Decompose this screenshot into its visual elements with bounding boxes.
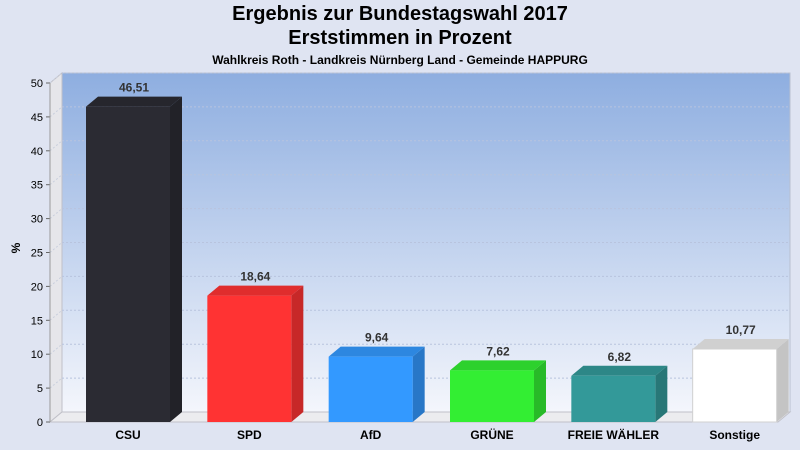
bar-side (655, 365, 668, 422)
gridline-side (49, 343, 63, 355)
bar-csu (86, 96, 182, 422)
y-tick-label: 15 (31, 315, 43, 327)
bar-front (450, 370, 534, 422)
x-tick-label: Sonstige (709, 428, 760, 442)
bar-freie-wähler (571, 365, 668, 422)
x-tick-label: FREIE WÄHLER (568, 427, 660, 442)
gridline-side (49, 309, 63, 321)
bar-front (207, 295, 292, 422)
gridline-side (49, 72, 63, 84)
y-tick-label: 30 (31, 214, 43, 226)
x-tick-label: CSU (115, 428, 140, 442)
y-tick-label: 5 (37, 383, 43, 395)
data-label: 9,64 (365, 331, 389, 345)
side-wall (49, 71, 63, 424)
y-tick-label: 0 (37, 417, 43, 429)
y-axis-label: % (9, 242, 23, 253)
gridline-side (49, 140, 63, 152)
data-label: 18,64 (240, 270, 270, 284)
gridline-side (49, 242, 63, 253)
gridline-side (49, 377, 63, 389)
gridline-side (49, 106, 63, 118)
y-tick-label: 50 (31, 78, 43, 90)
y-tick-label: 25 (31, 248, 43, 260)
bar-top (450, 360, 546, 371)
bar-afd (328, 346, 425, 422)
bar-side (291, 285, 304, 422)
bar-front (571, 375, 656, 422)
y-tick-label: 35 (31, 180, 43, 192)
gridline-side (49, 174, 63, 186)
x-tick-label: AfD (360, 428, 382, 442)
chart-subtitle: Erststimmen in Prozent (288, 27, 512, 49)
gridline-side (49, 208, 63, 219)
bar-spd (207, 285, 304, 422)
data-label: 6,82 (608, 350, 632, 364)
chart-title: Ergebnis zur Bundestagswahl 2017 (232, 3, 568, 25)
gridline-side (49, 276, 63, 287)
x-tick-label: GRÜNE (470, 427, 513, 442)
bar-side (534, 360, 546, 422)
bar-top (207, 285, 304, 296)
y-tick-label: 45 (31, 112, 43, 124)
bar-front (86, 106, 170, 422)
bar-front (692, 348, 778, 423)
bar-top (328, 346, 425, 357)
y-tick-label: 10 (31, 349, 43, 361)
data-label: 10,77 (726, 323, 756, 337)
bar-side (776, 338, 789, 422)
bar-front (328, 356, 413, 422)
x-tick-label: SPD (237, 428, 262, 442)
bar-top (86, 96, 182, 107)
bar-sonstige (692, 338, 789, 423)
data-label: 7,62 (486, 344, 510, 358)
bar-grüne (450, 360, 546, 422)
bar-side (412, 346, 425, 422)
bar-top (571, 365, 668, 376)
bar-top (692, 338, 789, 349)
bar-side (170, 96, 182, 422)
y-tick-label: 20 (31, 281, 43, 293)
chart-caption: Wahlkreis Roth - Landkreis Nürnberg Land… (212, 53, 588, 67)
data-label: 46,51 (119, 81, 149, 95)
y-tick-label: 40 (31, 146, 43, 158)
